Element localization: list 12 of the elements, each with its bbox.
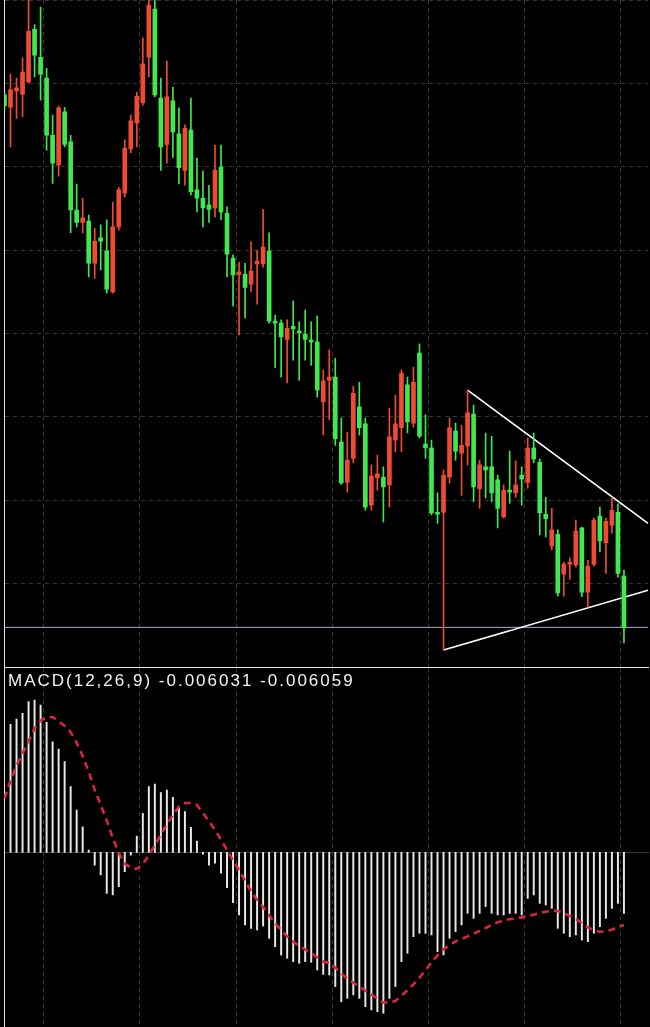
candlestick (513, 460, 519, 498)
candlestick (236, 261, 242, 336)
candlestick (302, 309, 308, 361)
candlestick (194, 157, 200, 213)
candlestick (206, 184, 212, 223)
chart-title: MACD(12,26,9) -0.006031 -0.006059 (8, 670, 355, 690)
candlestick (326, 349, 332, 421)
candlestick (290, 300, 296, 361)
candlestick (543, 497, 549, 538)
candlestick (80, 197, 86, 234)
candlestick (98, 224, 104, 271)
candlestick (519, 466, 525, 506)
